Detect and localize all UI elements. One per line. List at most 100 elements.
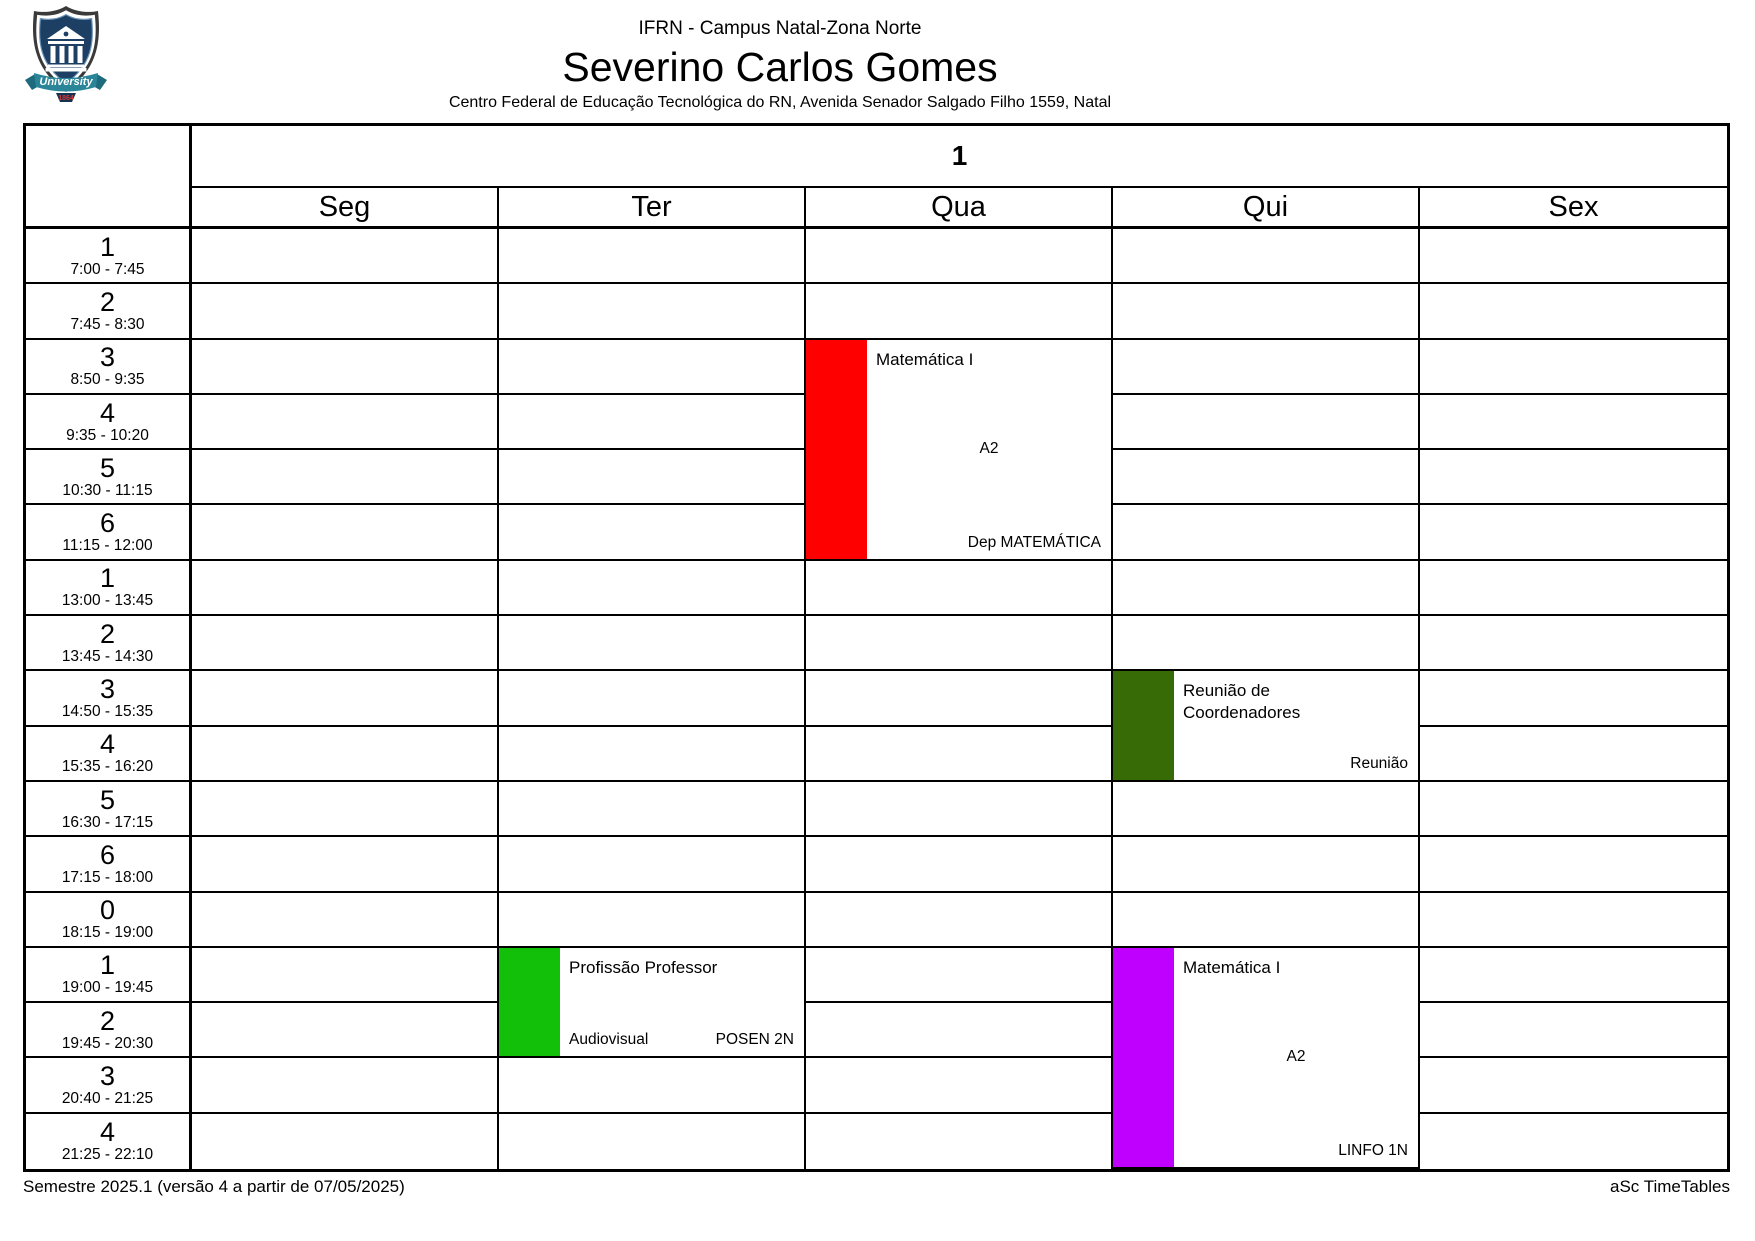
period-row-header: 4 15:35 - 16:20 [26,726,192,782]
timetable-cell [1420,339,1727,395]
timetable-cell [1113,837,1420,893]
period-time-range: 8:50 - 9:35 [70,371,145,389]
timetable-cell [1113,505,1420,561]
timetable-cell [192,892,499,948]
period-time-range: 21:25 - 22:10 [61,1146,154,1164]
period-time-range: 19:45 - 20:30 [61,1034,154,1052]
time-column-header [26,126,192,229]
period-number: 6 [99,508,116,539]
timetable-cell [1420,947,1727,1004]
event-color-bar [499,947,560,1057]
period-number: 0 [99,895,116,926]
event-group-label: Reunião [1350,754,1408,772]
timetable-cell [499,892,806,948]
event-matematica-i: Matemática I A2 Dep MATEMÁTICA [806,339,1113,561]
period-row-header: 3 20:40 - 21:25 [26,1058,192,1114]
period-time-range: 13:00 - 13:45 [61,592,154,610]
period-row-header: 4 9:35 - 10:20 [26,394,192,451]
timetable-cell [1420,560,1727,617]
timetable-cell [806,229,1113,285]
timetable-cell [1420,1058,1727,1114]
period-row-header: 3 14:50 - 15:35 [26,671,192,727]
timetable-cell [192,616,499,672]
timetable-cell [192,671,499,727]
event-title: Reunião de Coordenadores [1183,681,1301,722]
period-number: 3 [99,673,116,704]
campus-title: IFRN - Campus Natal-Zona Norte [638,18,922,39]
timetable-cell [499,560,806,617]
timetable-cell [499,229,806,285]
period-number: 4 [99,397,116,428]
period-time-range: 11:15 - 12:00 [62,537,153,555]
period-number: 5 [99,784,116,815]
period-row-header: 1 13:00 - 13:45 [26,560,192,617]
timetable-cell [499,339,806,395]
teacher-name: Severino Carlos Gomes [562,44,998,90]
event-matematica-i: Matemática I A2 LINFO 1N [1113,947,1420,1169]
university-crest-logo: University 1864 [25,6,107,102]
asc-timetables-label: aSc TimeTables [1610,1177,1730,1196]
period-row-header: 5 10:30 - 11:15 [26,450,192,506]
timetable-cell [499,1113,806,1169]
event-group-label: Dep MATEMÁTICA [967,533,1101,551]
period-time-range: 19:00 - 19:45 [61,979,154,997]
day-header-ter: Ter [499,188,806,229]
timetable-cell [806,947,1113,1004]
period-number: 5 [99,452,116,483]
timetable-cell [806,1003,1113,1059]
timetable-cell [192,1058,499,1114]
period-row-header: 5 16:30 - 17:15 [26,781,192,838]
ribbon-banner: University [25,73,107,92]
timetable-cell [806,726,1113,782]
timetable-cell [1113,339,1420,395]
timetable-cell [192,837,499,893]
timetable-cell [1113,284,1420,340]
period-number: 2 [99,618,116,649]
period-time-range: 14:50 - 15:35 [61,702,154,720]
timetable-cell [1420,837,1727,893]
week-group-header: 1 [192,126,1727,188]
timetable-cell [1420,616,1727,672]
timetable-cell [499,837,806,893]
period-time-range: 7:45 - 8:30 [70,315,145,333]
event-color-bar [806,339,867,559]
report-header: IFRN - Campus Natal-Zona Norte Severino … [0,16,1560,114]
timetable-cell [1113,781,1420,838]
report-footer: Semestre 2025.1 (versão 4 a partir de 07… [23,1177,1730,1197]
timetable-cell [1113,616,1420,672]
period-time-range: 9:35 - 10:20 [66,426,149,444]
timetable-cell [192,284,499,340]
timetable-cell [806,671,1113,727]
period-row-header: 2 7:45 - 8:30 [26,284,192,340]
period-row-header: 1 19:00 - 19:45 [26,947,192,1004]
timetable-cell [1113,892,1420,948]
timetable-cell [1113,560,1420,617]
period-number: 2 [99,1005,116,1036]
timetable-cell [499,394,806,451]
period-number: 1 [99,231,116,262]
day-header-qui: Qui [1113,188,1420,229]
timetable-cell [1420,450,1727,506]
period-time-range: 13:45 - 14:30 [61,647,154,665]
day-header-qua: Qua [806,188,1113,229]
period-row-header: 0 18:15 - 19:00 [26,892,192,948]
period-number: 3 [99,342,116,373]
event-group-label: LINFO 1N [1338,1141,1408,1159]
timetable-grid: 1 Seg Ter Qua Qui Sex 1 7:00 - 7:45 2 7:45 - 8:3… [23,123,1730,1172]
period-row-header: 2 13:45 - 14:30 [26,616,192,672]
logo-year-text: 1864 [58,95,74,102]
timetable-cell [1420,726,1727,782]
period-time-range: 15:35 - 16:20 [61,758,154,776]
period-row-header: 1 7:00 - 7:45 [26,229,192,285]
timetable-cell [192,1113,499,1169]
period-time-range: 7:00 - 7:45 [70,260,145,278]
timetable-cell [192,505,499,561]
timetable-cell [499,505,806,561]
event-color-bar [1113,671,1174,780]
timetable-cell [806,781,1113,838]
period-row-header: 4 21:25 - 22:10 [26,1113,192,1169]
timetable-cell [192,726,499,782]
period-row-header: 3 8:50 - 9:35 [26,339,192,395]
event-room: A2 [979,440,999,458]
event-group-label: POSEN 2N [715,1031,794,1049]
